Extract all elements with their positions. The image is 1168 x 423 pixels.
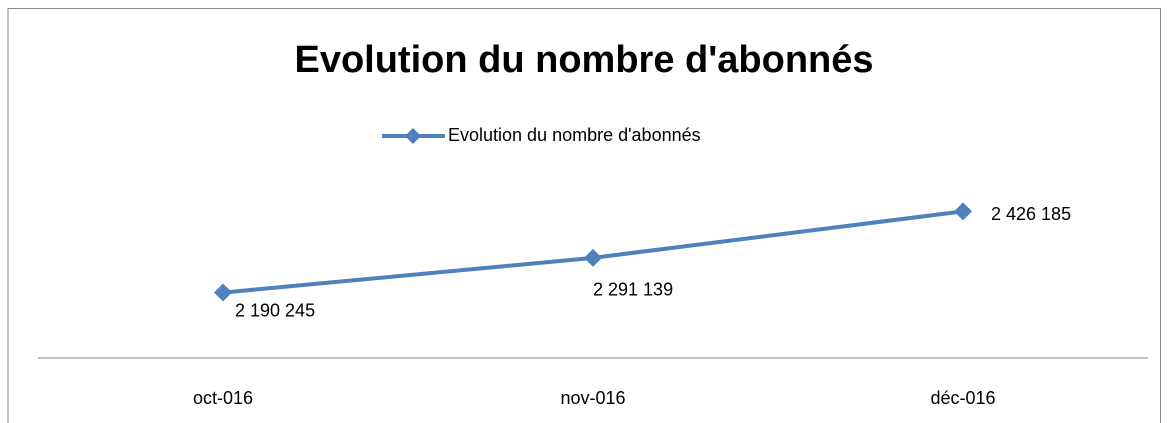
- marker: [954, 202, 972, 221]
- legend-label: Evolution du nombre d'abonnés: [448, 125, 701, 145]
- marker: [584, 248, 602, 267]
- marker: [214, 283, 232, 302]
- data-label: 2 426 185: [991, 204, 1071, 224]
- chart-title: Evolution du nombre d'abonnés: [294, 39, 873, 81]
- legend-marker: [405, 128, 421, 144]
- x-tick-label: déc-016: [930, 388, 995, 408]
- x-tick-label: nov-016: [560, 388, 625, 408]
- data-label: 2 190 245: [235, 300, 315, 320]
- x-tick-label: oct-016: [193, 388, 253, 408]
- data-label: 2 291 139: [593, 280, 673, 300]
- chart-frame: [7, 8, 1161, 423]
